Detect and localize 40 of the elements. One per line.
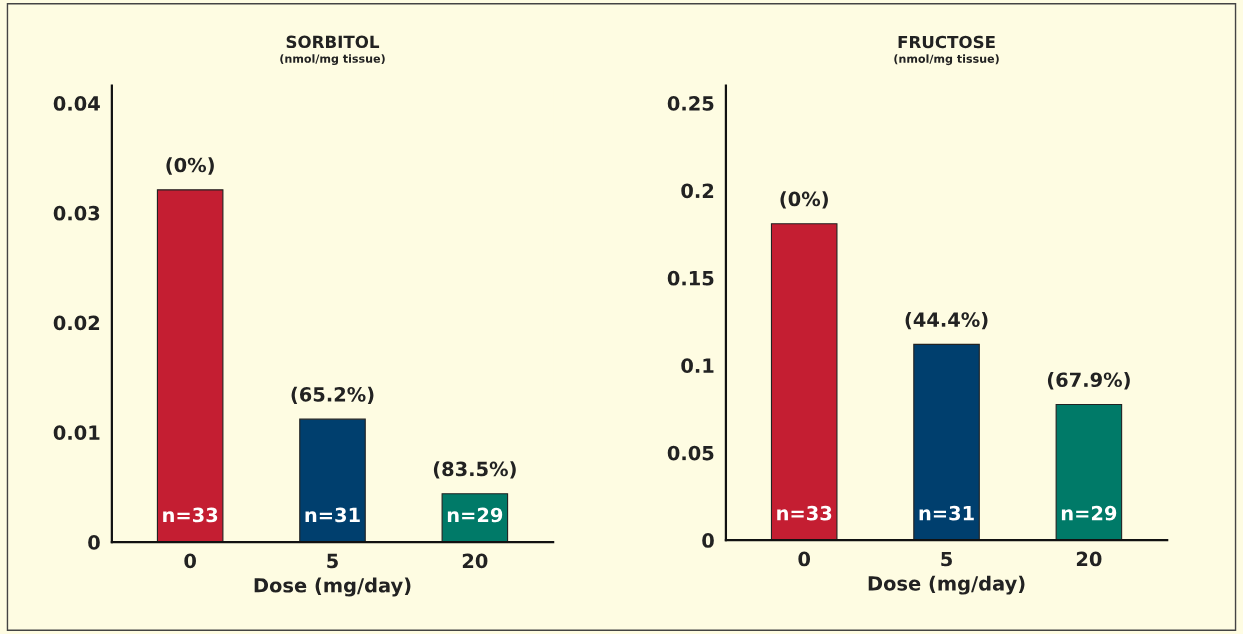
chart-subtitle: (nmol/mg tissue) — [280, 54, 385, 66]
annotation: (83.5%) — [433, 461, 516, 479]
bar — [770, 223, 838, 541]
annotation: (67.9%) — [1047, 372, 1130, 390]
x-axis-title: Dose (mg/day) — [254, 577, 411, 597]
bar — [156, 189, 224, 543]
y-tick-label: 0.2 — [681, 183, 714, 199]
annotation: n=29 — [1061, 505, 1117, 521]
y-tick-label: 0.1 — [681, 358, 714, 373]
chart-title: FRUCTOSE — [898, 35, 995, 49]
annotation: n=33 — [163, 507, 218, 523]
chart-title: SORBITOL — [286, 35, 380, 49]
annotation: (65.2%) — [291, 386, 374, 404]
annotation: n=31 — [305, 507, 360, 523]
y-tick-label: 0.03 — [53, 205, 100, 221]
annotation: (44.4%) — [905, 311, 988, 330]
x-tick-label: 20 — [462, 553, 488, 569]
x-tick-label: 5 — [327, 553, 338, 569]
y-tick-label: 0.05 — [667, 445, 714, 461]
annotation: (0%) — [166, 157, 214, 175]
y-tick-label: 0.04 — [53, 96, 100, 111]
x-tick-label: 20 — [1076, 551, 1102, 567]
bar — [1055, 403, 1123, 541]
chart-subtitle: (nmol/mg tissue) — [894, 54, 999, 66]
y-tick-label: 0.15 — [667, 270, 714, 286]
annotation: n=33 — [777, 505, 832, 521]
annotation: n=31 — [919, 505, 974, 521]
x-tick-label: 5 — [941, 551, 952, 567]
y-tick-label: 0.01 — [53, 425, 100, 440]
y-tick-label: 0 — [88, 535, 100, 550]
y-tick-label: 0.25 — [667, 96, 714, 111]
x-tick-label: 0 — [798, 551, 811, 567]
bar — [299, 418, 366, 543]
y-tick-label: 0.02 — [53, 315, 100, 331]
annotation: n=29 — [447, 507, 503, 523]
bar — [913, 343, 980, 541]
x-tick-label: 0 — [184, 553, 196, 569]
x-axis-title: Dose (mg/day) — [868, 575, 1025, 595]
y-tick-label: 0 — [702, 533, 714, 548]
annotation: (0%) — [780, 191, 828, 209]
